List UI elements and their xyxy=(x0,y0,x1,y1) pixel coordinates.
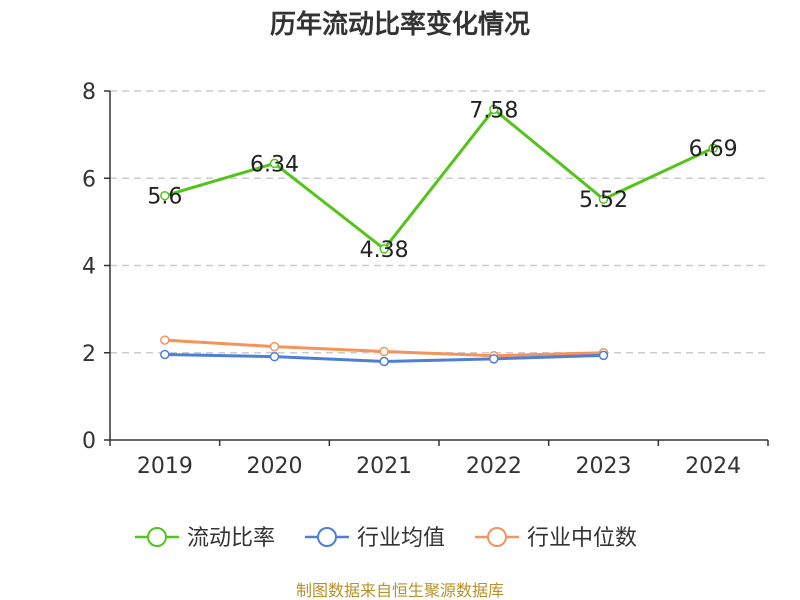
data-point xyxy=(379,244,389,254)
chart-title: 历年流动比率变化情况 xyxy=(270,9,530,40)
y-tick-label: 2 xyxy=(82,342,96,367)
data-point xyxy=(708,143,718,153)
data-point xyxy=(379,346,389,357)
data-point xyxy=(489,354,499,364)
x-tick-label: 2024 xyxy=(685,454,741,479)
data-point xyxy=(269,341,280,352)
legend-marker xyxy=(317,527,337,547)
data-point xyxy=(489,104,499,115)
data-point xyxy=(598,350,609,361)
x-tick-label: 2023 xyxy=(576,454,632,479)
data-point xyxy=(379,356,389,367)
x-tick-label: 2019 xyxy=(137,454,193,479)
y-tick-label: 4 xyxy=(82,255,96,280)
data-point xyxy=(160,349,170,360)
x-tick-label: 2022 xyxy=(466,454,522,479)
gridlines xyxy=(110,90,768,354)
data-label: 4.38 xyxy=(360,238,409,263)
legend-label: 行业中位数 xyxy=(527,526,637,551)
data-labels: 5.6 6.34 4.38 7.58 5.52 6.69 xyxy=(147,98,737,263)
axes: 0 2 4 6 8 2019 2020 2021 2022 2023 2024 xyxy=(82,80,769,479)
data-point xyxy=(160,190,170,201)
data-label: 7.58 xyxy=(469,98,518,123)
data-label: 6.34 xyxy=(250,152,299,177)
data-label: 5.52 xyxy=(579,188,628,213)
series-line xyxy=(163,107,715,251)
legend-marker xyxy=(147,527,167,547)
series-lines xyxy=(160,104,718,367)
x-tick-label: 2021 xyxy=(356,454,412,479)
data-point xyxy=(598,194,609,204)
y-tick-label: 8 xyxy=(82,80,96,105)
legend-label: 行业均值 xyxy=(357,526,445,551)
data-label: 5.6 xyxy=(147,185,182,210)
data-point xyxy=(269,158,280,169)
data-point xyxy=(269,351,280,362)
x-tick-label: 2020 xyxy=(247,454,303,479)
y-tick-label: 6 xyxy=(82,167,96,192)
legend-marker xyxy=(487,527,507,547)
legend-label: 流动比率 xyxy=(187,526,275,551)
y-tick-label: 0 xyxy=(82,429,96,454)
legend: 流动比率 行业均值 行业中位数 xyxy=(135,526,637,551)
data-label: 6.69 xyxy=(689,137,738,162)
source-note: 制图数据来自恒生聚源数据库 xyxy=(296,581,504,600)
data-point xyxy=(160,335,170,345)
